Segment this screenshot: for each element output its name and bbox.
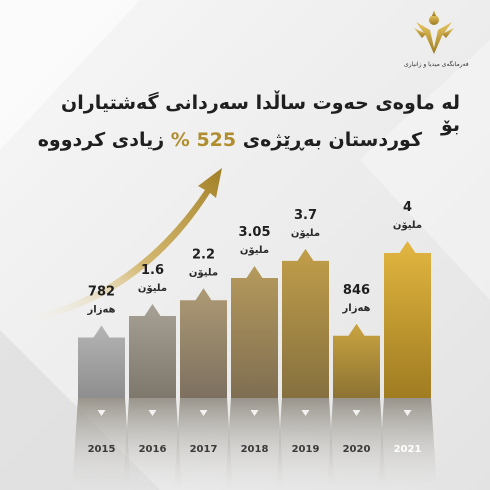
year-label-2016: 2016 [139, 444, 167, 455]
headline-percent: 525 % [170, 129, 237, 151]
bar-base-2018 [225, 398, 284, 490]
unit-label-2017: ملیۆن [189, 267, 218, 278]
bar-base-2015 [72, 398, 131, 490]
bar-2017 [180, 288, 227, 398]
year-label-2020: 2020 [343, 444, 371, 455]
year-label-2019: 2019 [292, 444, 320, 455]
unit-label-2018: ملیۆن [240, 245, 269, 256]
bar-2021 [384, 241, 431, 398]
bar-base-2017 [174, 398, 233, 490]
headline-text-after: زیادی کردووە [37, 129, 165, 151]
year-label-2018: 2018 [241, 444, 269, 455]
bar-marker-2015 [97, 410, 106, 416]
value-label-2018: 3.05 [238, 225, 270, 240]
bar-2019 [282, 248, 329, 398]
bar-marker-2019 [301, 410, 310, 416]
bar-2015 [78, 325, 125, 398]
bar-marker-2016 [148, 410, 157, 416]
bar-base-2019 [276, 398, 335, 490]
bar-2016 [129, 304, 176, 398]
value-label-2016: 1.6 [141, 263, 164, 278]
bar-marker-2017 [199, 410, 208, 416]
year-label-2015: 2015 [88, 444, 116, 455]
logo: فەرمانگەی میدیا و زانیاری [404, 8, 469, 68]
unit-label-2019: ملیۆن [291, 228, 320, 239]
value-label-2021: 4 [403, 200, 412, 215]
headline-line-2: کوردستان بەڕێژەی 525 % زیادی کردووە [38, 129, 422, 151]
value-label-2017: 2.2 [192, 247, 215, 262]
bar-2018 [231, 265, 278, 398]
unit-label-2016: ملیۆن [138, 283, 167, 294]
bar-base-2020 [327, 398, 386, 490]
value-label-2020: 846 [343, 283, 370, 298]
unit-label-2015: هەزار [87, 304, 116, 315]
bar-base-2016 [123, 398, 182, 490]
logo-caption: فەرمانگەی میدیا و زانیاری [404, 61, 469, 68]
value-label-2019: 3.7 [294, 208, 317, 223]
bar-base-2021 [378, 398, 437, 490]
value-label-2015: 782 [88, 284, 115, 299]
unit-label-2021: ملیۆن [393, 220, 422, 231]
bar-2020 [333, 323, 380, 398]
kurdistan-region-emblem-icon [414, 10, 454, 54]
bar-marker-2020 [352, 410, 361, 416]
year-label-2017: 2017 [190, 444, 218, 455]
bar-marker-2021 [403, 410, 412, 416]
headline-text-before: کوردستان بەڕێژەی [242, 129, 422, 151]
year-label-2021: 2021 [394, 444, 422, 455]
bar-marker-2018 [250, 410, 259, 416]
unit-label-2020: هەزار [342, 303, 371, 314]
headline-line-1: لە ماوەی حەوت ساڵدا سەردانی گەشتیاران بۆ [61, 92, 460, 136]
